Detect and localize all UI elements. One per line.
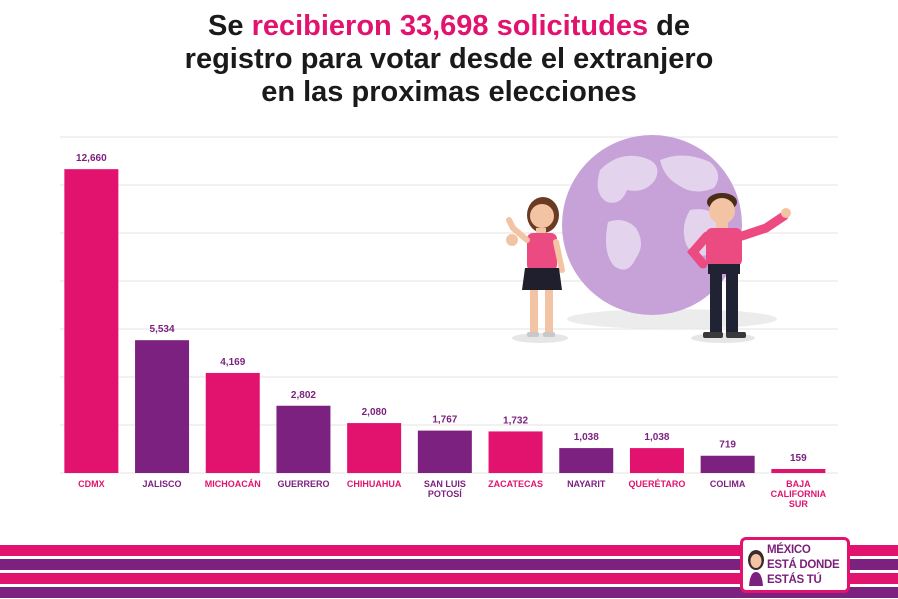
logo-line: ESTÁ DONDE [767, 559, 840, 571]
bar-quer-taro [629, 448, 684, 473]
logo-line: ESTÁS TÚ [767, 574, 822, 586]
category-label: NAYARIT [567, 479, 606, 489]
bar-san-luis-potos- [417, 430, 472, 473]
value-label: 719 [719, 440, 736, 451]
category-label: JALISCO [143, 479, 182, 489]
globe-with-two-people-illustration [506, 135, 791, 343]
category-label: COLIMA [710, 479, 746, 489]
bar-jalisco [135, 340, 190, 473]
value-label: 12,660 [76, 153, 107, 164]
value-label: 5,534 [150, 324, 175, 335]
bar-nayarit [559, 448, 614, 473]
woman-face-icon [748, 550, 764, 586]
category-label: GUERRERO [277, 479, 329, 489]
category-label: SAN LUIS POTOSÍ [424, 479, 466, 499]
value-label: 2,802 [291, 390, 316, 401]
bar-guerrero [276, 405, 331, 473]
mexico-esta-donde-estas-tu-logo: MÉXICO ESTÁ DONDE ESTÁS TÚ [740, 537, 850, 593]
category-label: BAJA CALIFORNIA SUR [771, 479, 827, 509]
category-label: CDMX [78, 479, 105, 489]
bar-chihuahua [347, 423, 402, 473]
value-label: 1,038 [644, 432, 669, 443]
bar-colima [700, 455, 755, 473]
bar-chart: 12,660 5,534 4,169 2,802 2,080 1,767 1,732 1,03… [60, 135, 838, 509]
title-post: de [656, 10, 690, 42]
logo-text: MÉXICO ESTÁ DONDE ESTÁS TÚ [767, 543, 849, 588]
category-label: ZACATECAS [488, 479, 543, 489]
title-line-1: Se recibieron 33,698 solicitudes de [0, 10, 898, 43]
category-label: CHIHUAHUA [347, 479, 402, 489]
bar-michoac-n [205, 372, 260, 473]
title-highlight: recibieron 33,698 solicitudes [251, 10, 649, 42]
title-line-3: en las proximas elecciones [261, 76, 637, 108]
bar-cdmx [64, 169, 119, 473]
category-label: QUERÉTARO [629, 479, 686, 489]
bars-group [64, 169, 826, 473]
bar-baja-california-sur [771, 469, 826, 473]
value-label: 2,080 [362, 407, 387, 418]
bar-zacatecas [488, 431, 543, 473]
category-labels-group: CDMX JALISCO MICHOACÁN GUERRERO CHIHUAHUA SAN… [78, 479, 826, 509]
category-label: MICHOACÁN [205, 479, 261, 489]
value-label: 1,732 [503, 415, 528, 426]
logo-line: MÉXICO [767, 544, 811, 556]
title-line-2: registro para votar desde el extranjero [184, 43, 714, 75]
value-label: 1,767 [432, 415, 457, 426]
value-labels-group: 12,660 5,534 4,169 2,802 2,080 1,767 1,732 1,03… [76, 153, 807, 464]
page-title: Se recibieron 33,698 solicitudes de regi… [0, 10, 898, 109]
title-pre: Se [208, 10, 244, 42]
value-label: 1,038 [574, 432, 599, 443]
value-label: 159 [790, 453, 807, 464]
value-label: 4,169 [220, 357, 245, 368]
